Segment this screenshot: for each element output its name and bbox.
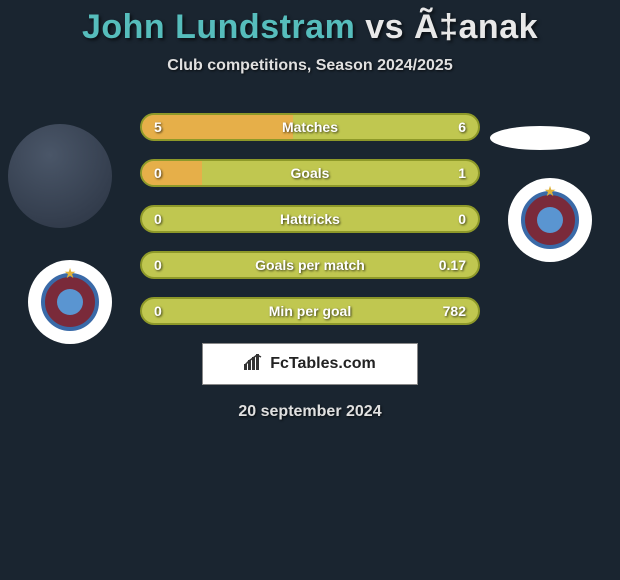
stat-label: Matches — [282, 119, 338, 135]
stat-row: 0 Min per goal 782 — [140, 297, 480, 325]
title-vs: vs — [365, 8, 404, 46]
star-icon: ★ — [544, 183, 557, 200]
stat-right-value: 782 — [443, 303, 466, 319]
stat-fill-left — [142, 161, 202, 185]
stat-label: Min per goal — [269, 303, 351, 319]
player1-avatar — [8, 124, 112, 228]
bar-chart-icon — [244, 354, 264, 375]
star-icon: ★ — [64, 265, 77, 282]
stat-left-value: 0 — [154, 165, 162, 181]
date-text: 20 september 2024 — [0, 403, 620, 421]
subtitle: Club competitions, Season 2024/2025 — [0, 57, 620, 75]
stat-right-value: 0 — [458, 211, 466, 227]
stat-left-value: 0 — [154, 257, 162, 273]
stat-label: Goals per match — [255, 257, 365, 273]
stat-left-value: 5 — [154, 119, 162, 135]
player1-club-badge: ★ — [28, 260, 112, 344]
watermark-text: FcTables.com — [270, 355, 376, 373]
stat-label: Hattricks — [280, 211, 340, 227]
title-player2: Ã‡anak — [414, 8, 538, 46]
watermark: FcTables.com — [202, 343, 418, 385]
stat-right-value: 0.17 — [439, 257, 466, 273]
stat-left-value: 0 — [154, 211, 162, 227]
stat-label: Goals — [291, 165, 330, 181]
stat-row: 0 Hattricks 0 — [140, 205, 480, 233]
stat-row: 0 Goals per match 0.17 — [140, 251, 480, 279]
stat-right-value: 1 — [458, 165, 466, 181]
stat-right-value: 6 — [458, 119, 466, 135]
stat-row: 5 Matches 6 — [140, 113, 480, 141]
page-title: John Lundstram vs Ã‡anak — [0, 8, 620, 47]
player2-avatar — [490, 126, 590, 150]
player2-club-badge: ★ — [508, 178, 592, 262]
club-badge-icon: ★ — [41, 273, 99, 331]
title-player1: John Lundstram — [82, 8, 355, 46]
stat-row: 0 Goals 1 — [140, 159, 480, 187]
stat-left-value: 0 — [154, 303, 162, 319]
stat-fill-left — [142, 115, 293, 139]
club-badge-icon: ★ — [521, 191, 579, 249]
stats-block: 5 Matches 6 0 Goals 1 0 Hattricks 0 0 Goals per ma… — [140, 113, 480, 325]
